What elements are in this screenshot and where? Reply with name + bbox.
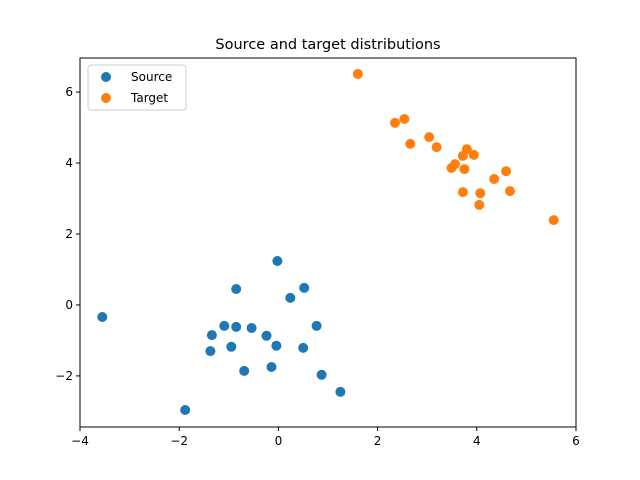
data-point-source bbox=[97, 312, 108, 322]
data-point-source bbox=[298, 342, 309, 353]
data-point-target bbox=[390, 117, 400, 128]
x-tick-label: 6 bbox=[572, 434, 580, 448]
data-point-target bbox=[446, 163, 457, 173]
legend-marker-source bbox=[101, 72, 111, 82]
y-tick-label: 4 bbox=[65, 156, 73, 170]
x-axis-ticks: −4 −2 0 2 4 6 bbox=[71, 427, 580, 448]
data-points bbox=[97, 69, 559, 415]
y-tick-label: 6 bbox=[65, 85, 73, 99]
y-tick-label: 0 bbox=[65, 298, 73, 312]
x-tick-label: 4 bbox=[473, 434, 481, 448]
data-point-source bbox=[180, 405, 191, 415]
plot-frame bbox=[79, 57, 577, 428]
data-point-target bbox=[468, 149, 479, 160]
chart-title: Source and target distributions bbox=[215, 37, 440, 53]
legend: Source Target bbox=[87, 64, 187, 111]
data-point-source bbox=[219, 320, 230, 331]
y-axis-ticks: −2 0 2 4 6 bbox=[55, 85, 80, 383]
x-tick-label: 2 bbox=[374, 434, 382, 448]
legend-label-target: Target bbox=[130, 91, 168, 105]
data-point-target bbox=[405, 138, 416, 149]
data-point-target bbox=[475, 188, 486, 199]
data-point-source bbox=[316, 369, 327, 380]
data-point-source bbox=[266, 362, 277, 372]
data-point-source bbox=[272, 256, 283, 266]
data-point-source bbox=[285, 292, 296, 303]
legend-box bbox=[87, 64, 187, 111]
data-point-target bbox=[457, 150, 468, 161]
data-point-source bbox=[311, 320, 322, 331]
data-point-target bbox=[459, 164, 470, 175]
data-point-target bbox=[399, 114, 410, 124]
data-point-target bbox=[489, 174, 500, 184]
data-point-source bbox=[231, 284, 242, 294]
data-point-source bbox=[271, 340, 282, 351]
data-point-source bbox=[226, 341, 237, 352]
data-point-target bbox=[548, 215, 559, 226]
data-point-target bbox=[431, 142, 442, 153]
data-point-target bbox=[501, 166, 512, 177]
data-point-source bbox=[335, 386, 346, 397]
data-point-target bbox=[505, 186, 515, 197]
data-point-target bbox=[352, 69, 363, 79]
x-tick-label: −4 bbox=[71, 434, 89, 448]
x-tick-label: 0 bbox=[275, 434, 283, 448]
x-tick-label: −2 bbox=[170, 434, 188, 448]
data-point-source bbox=[299, 282, 310, 293]
data-point-source bbox=[231, 321, 242, 332]
legend-label-source: Source bbox=[131, 70, 172, 84]
data-point-source bbox=[206, 330, 217, 341]
y-tick-label: 2 bbox=[65, 227, 73, 241]
data-point-target bbox=[424, 132, 435, 143]
data-point-source bbox=[205, 346, 216, 357]
data-point-target bbox=[474, 199, 485, 210]
data-point-source bbox=[246, 323, 257, 333]
data-point-source bbox=[261, 330, 272, 341]
data-point-source bbox=[239, 365, 250, 376]
data-point-target bbox=[457, 187, 468, 198]
legend-marker-target bbox=[101, 93, 111, 103]
y-tick-label: −2 bbox=[55, 369, 73, 383]
